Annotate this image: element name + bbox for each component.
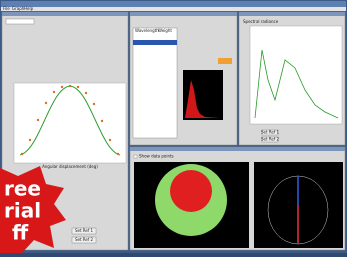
plot-area [14, 83, 126, 163]
plot-title: Spectral radiance [243, 19, 279, 24]
menu-item[interactable]: File [3, 6, 10, 11]
table-header: Weight [158, 28, 172, 33]
panel-header [130, 12, 237, 16]
x-axis-label: Angular displacement (deg) [42, 164, 98, 169]
title-bar [1, 1, 346, 7]
badge-text: ff [12, 221, 29, 245]
plot-area [250, 26, 342, 124]
panel-header [239, 12, 345, 16]
badge-text: rial [4, 199, 41, 223]
panel-header [2, 12, 128, 16]
button-label[interactable]: Set Ref 1 [75, 228, 94, 233]
panel-header [130, 147, 345, 151]
menu-item[interactable]: Graph [12, 6, 25, 11]
button-label[interactable]: Set Ref 2 [261, 137, 280, 142]
table-header: Wavelength [135, 28, 159, 33]
button-label[interactable]: Set Ref 1 [261, 130, 280, 135]
checkbox[interactable] [134, 155, 137, 158]
dropdown[interactable] [6, 19, 34, 24]
button-label[interactable]: Set Ref 2 [75, 237, 94, 242]
checkbox-label[interactable]: Show data points [139, 154, 174, 159]
app-window: File Graph Help Angular displacement (de… [0, 0, 347, 253]
menu-bar [1, 7, 346, 11]
color-swatch [218, 58, 232, 64]
page: File Graph Help Angular displacement (de… [0, 0, 347, 253]
badge-text: ree [4, 177, 41, 201]
menu-item[interactable]: Help [24, 6, 34, 11]
polar-inner [170, 170, 212, 212]
selected-row[interactable] [133, 40, 177, 45]
